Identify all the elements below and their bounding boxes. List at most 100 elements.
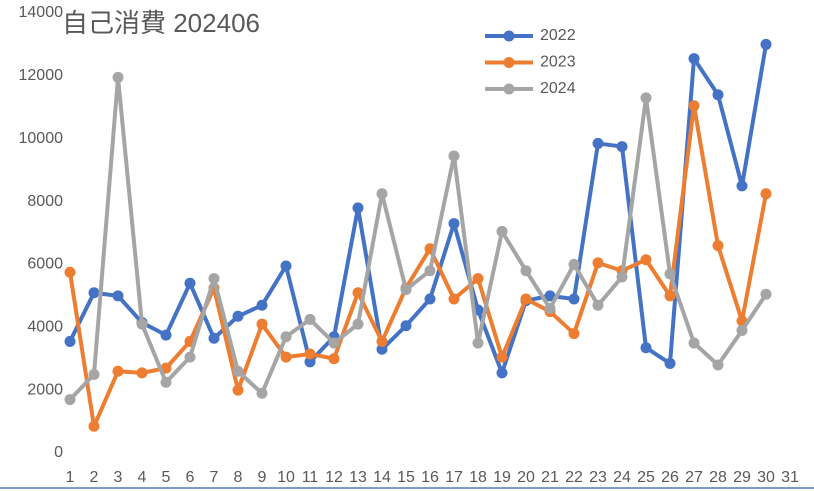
data-point <box>616 271 628 283</box>
x-tick-label: 6 <box>186 469 195 486</box>
y-tick-label: 2000 <box>27 381 63 398</box>
data-point <box>760 288 772 300</box>
data-point <box>304 348 316 360</box>
x-tick-label: 13 <box>349 469 367 486</box>
data-point <box>208 332 220 344</box>
data-point <box>568 328 580 340</box>
x-tick-label: 18 <box>469 469 487 486</box>
data-point <box>208 273 220 285</box>
x-tick-label: 7 <box>210 469 219 486</box>
y-tick-label: 12000 <box>19 67 64 84</box>
data-point <box>256 387 268 399</box>
data-point <box>736 324 748 336</box>
data-point <box>640 92 652 104</box>
data-point <box>760 38 772 50</box>
data-point <box>136 318 148 330</box>
data-point <box>328 353 340 365</box>
data-point <box>280 351 292 363</box>
data-point <box>520 293 532 305</box>
data-point <box>112 71 124 83</box>
data-point <box>376 188 388 200</box>
data-point <box>232 310 244 322</box>
data-point <box>352 318 364 330</box>
y-tick-label: 0 <box>54 444 63 461</box>
y-tick-label: 8000 <box>27 193 63 210</box>
x-tick-label: 1 <box>66 469 75 486</box>
data-point <box>256 318 268 330</box>
chart-title: 自己消費 202406 <box>62 8 260 38</box>
data-point <box>616 141 628 153</box>
x-tick-label: 29 <box>733 469 751 486</box>
x-tick-label: 2 <box>90 469 99 486</box>
data-point <box>448 293 460 305</box>
data-point <box>328 337 340 349</box>
data-point <box>232 365 244 377</box>
x-tick-label: 30 <box>757 469 775 486</box>
data-point <box>496 225 508 237</box>
data-point <box>280 331 292 343</box>
data-point <box>184 277 196 289</box>
data-point <box>256 299 268 311</box>
data-point <box>544 290 556 302</box>
data-point <box>760 188 772 200</box>
legend-label: 2024 <box>540 80 576 97</box>
data-point <box>424 293 436 305</box>
data-point <box>688 53 700 65</box>
data-point <box>544 302 556 314</box>
data-point <box>712 240 724 252</box>
data-point <box>592 257 604 269</box>
x-tick-label: 14 <box>373 469 391 486</box>
data-point <box>472 337 484 349</box>
x-tick-label: 24 <box>613 469 631 486</box>
data-point <box>592 299 604 311</box>
data-point <box>400 284 412 296</box>
data-point <box>400 320 412 332</box>
data-point <box>88 368 100 380</box>
legend-label: 2022 <box>540 27 576 44</box>
y-tick-label: 4000 <box>27 319 63 336</box>
x-tick-label: 22 <box>565 469 583 486</box>
data-point <box>304 313 316 325</box>
data-point <box>664 268 676 280</box>
data-point <box>160 376 172 388</box>
data-point <box>736 180 748 192</box>
data-point <box>688 337 700 349</box>
data-point <box>424 265 436 277</box>
data-point <box>64 394 76 406</box>
x-tick-label: 21 <box>541 469 559 486</box>
data-point <box>112 290 124 302</box>
legend-marker <box>503 30 515 42</box>
data-point <box>640 342 652 354</box>
series-line <box>68 75 768 401</box>
x-tick-label: 11 <box>302 469 319 486</box>
data-point <box>688 100 700 112</box>
data-point <box>112 365 124 377</box>
data-point <box>448 218 460 230</box>
data-point <box>184 351 196 363</box>
data-point <box>160 329 172 341</box>
x-tick-label: 12 <box>325 469 343 486</box>
data-point <box>88 287 100 299</box>
x-tick-label: 20 <box>517 469 535 486</box>
legend-label: 2023 <box>540 54 576 71</box>
series-line <box>68 103 768 429</box>
x-tick-label: 3 <box>114 469 123 486</box>
data-point <box>448 150 460 162</box>
data-point <box>712 89 724 101</box>
y-tick-label: 10000 <box>19 130 64 147</box>
x-tick-label: 17 <box>445 469 463 486</box>
data-point <box>376 343 388 355</box>
data-point <box>472 273 484 285</box>
data-point <box>568 293 580 305</box>
x-tick-label: 8 <box>234 469 243 486</box>
x-tick-label: 23 <box>589 469 607 486</box>
data-point <box>640 254 652 266</box>
x-tick-label: 9 <box>258 469 267 486</box>
legend-marker <box>503 57 515 68</box>
x-tick-label: 26 <box>661 469 679 486</box>
data-point <box>88 420 100 432</box>
legend-marker <box>503 83 515 95</box>
data-point <box>352 287 364 299</box>
x-tick-label: 15 <box>397 469 415 486</box>
